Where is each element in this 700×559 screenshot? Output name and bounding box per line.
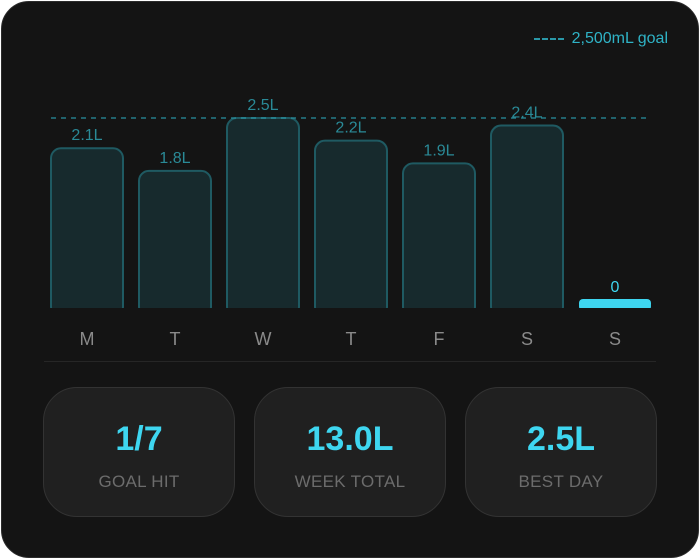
day-label-2: W: [255, 329, 272, 349]
bar-4: [402, 162, 476, 318]
bar-5: [490, 124, 564, 318]
weekly-bar-chart: 2.1L M 1.8L T 2.5L W 2.2L T 1.9L F 2.4L S 0 S: [2, 97, 698, 349]
goal-legend-label: 2,500mL goal: [571, 30, 668, 47]
day-label-3: T: [346, 329, 357, 349]
bar-value-label-3: 2.2L: [335, 120, 366, 137]
day-label-1: T: [170, 329, 181, 349]
day-label-0: M: [80, 329, 95, 349]
bar-value-label-5: 2.4L: [511, 105, 542, 122]
bar-value-label-6: 0: [611, 279, 620, 296]
day-label-6: S: [609, 329, 621, 349]
stat-goal-hit: 1/7 GOAL HIT: [43, 387, 235, 517]
stat-best-day-value: 2.5L: [526, 420, 596, 458]
bar-1: [138, 169, 212, 318]
stat-best-day-label: BEST DAY: [518, 472, 604, 491]
bar-value-label-4: 1.9L: [423, 142, 454, 159]
bar-3: [314, 139, 388, 318]
stat-best-day: 2.5L BEST DAY: [465, 387, 657, 517]
stat-week-total-value: 13.0L: [306, 420, 394, 458]
bar-value-label-0: 2.1L: [71, 127, 102, 144]
bar-2: [226, 117, 300, 318]
baseline-mask: [2, 308, 698, 320]
zero-bar-cap-6: [579, 299, 651, 308]
bar-value-label-2: 2.5L: [247, 97, 278, 114]
chart-divider: [44, 361, 656, 362]
stat-week-total-label: WEEK TOTAL: [294, 472, 406, 491]
stat-goal-hit-value: 1/7: [115, 420, 163, 458]
goal-legend: 2,500mL goal: [533, 30, 668, 48]
day-label-4: F: [434, 329, 445, 349]
bar-value-label-1: 1.8L: [159, 150, 190, 167]
goal-legend-dash: [533, 38, 564, 40]
bar-0: [50, 147, 124, 318]
stat-week-total: 13.0L WEEK TOTAL: [254, 387, 446, 517]
day-label-5: S: [521, 329, 533, 349]
stat-goal-hit-label: GOAL HIT: [98, 472, 180, 491]
